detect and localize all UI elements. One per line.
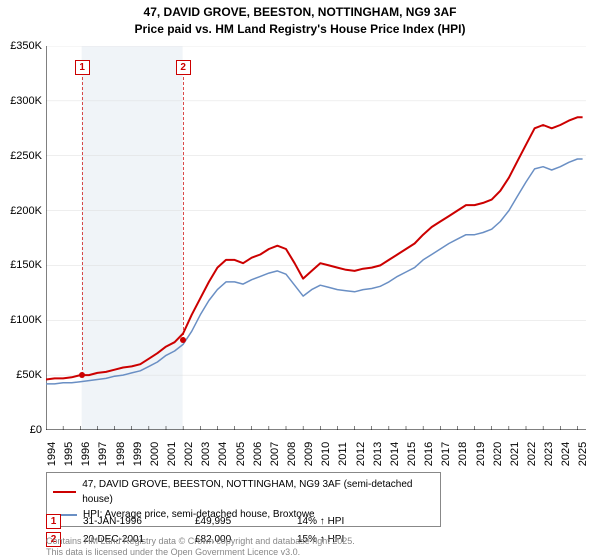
sales-row-date: 31-JAN-1996: [83, 516, 173, 527]
x-tick-label: 2021: [509, 442, 521, 466]
x-tick-label: 2018: [457, 442, 469, 466]
y-tick-label: £350K: [0, 40, 44, 52]
chart-title: 47, DAVID GROVE, BEESTON, NOTTINGHAM, NG…: [0, 0, 600, 38]
sale-marker-dot: [180, 337, 186, 343]
x-tick-label: 2022: [526, 442, 538, 466]
x-tick-label: 2024: [560, 442, 572, 466]
x-tick-label: 1997: [97, 442, 109, 466]
x-tick-label: 2011: [337, 442, 349, 466]
legend-swatch: [53, 491, 76, 493]
sales-row-marker: 1: [46, 514, 61, 529]
x-tick-label: 2023: [543, 442, 555, 466]
y-tick-label: £300K: [0, 95, 44, 107]
footer-line1: Contains HM Land Registry data © Crown c…: [46, 536, 355, 547]
x-tick-label: 1999: [132, 442, 144, 466]
x-tick-label: 1996: [80, 442, 92, 466]
x-tick-label: 2015: [406, 442, 418, 466]
sale-marker-vline: [82, 62, 83, 375]
x-tick-label: 2019: [475, 442, 487, 466]
sale-marker-vline: [183, 62, 184, 340]
y-tick-label: £50K: [0, 369, 44, 381]
chart-container: 47, DAVID GROVE, BEESTON, NOTTINGHAM, NG…: [0, 0, 600, 560]
sale-marker-box: 2: [176, 60, 191, 75]
x-tick-label: 2020: [492, 442, 504, 466]
y-tick-label: £250K: [0, 150, 44, 162]
x-tick-label: 2004: [217, 442, 229, 466]
x-tick-label: 2014: [389, 442, 401, 466]
sales-row-price: £49,995: [195, 516, 275, 527]
sales-row: 1 31-JAN-1996 £49,995 14% ↑ HPI: [46, 512, 377, 530]
x-tick-label: 2010: [320, 442, 332, 466]
x-tick-label: 1995: [63, 442, 75, 466]
x-tick-label: 1994: [46, 442, 58, 466]
footer: Contains HM Land Registry data © Crown c…: [46, 536, 355, 558]
y-tick-label: £100K: [0, 314, 44, 326]
x-tick-label: 2001: [166, 442, 178, 466]
y-tick-label: £200K: [0, 205, 44, 217]
sale-marker-box: 1: [75, 60, 90, 75]
x-tick-label: 2017: [440, 442, 452, 466]
x-tick-label: 2012: [355, 442, 367, 466]
x-tick-label: 2009: [303, 442, 315, 466]
chart-area: 1994199519961997199819992000200120022003…: [46, 46, 586, 430]
x-tick-label: 2003: [200, 442, 212, 466]
y-tick-label: £0: [0, 424, 44, 436]
x-tick-label: 2005: [235, 442, 247, 466]
x-tick-label: 1998: [115, 442, 127, 466]
x-tick-label: 2006: [252, 442, 264, 466]
title-line1: 47, DAVID GROVE, BEESTON, NOTTINGHAM, NG…: [0, 4, 600, 21]
x-tick-label: 2000: [149, 442, 161, 466]
x-tick-label: 2016: [423, 442, 435, 466]
sales-row-delta: 14% ↑ HPI: [297, 516, 377, 527]
x-tick-label: 2013: [372, 442, 384, 466]
y-tick-label: £150K: [0, 259, 44, 271]
sale-marker-dot: [79, 372, 85, 378]
x-tick-label: 2025: [577, 442, 589, 466]
footer-line2: This data is licensed under the Open Gov…: [46, 547, 355, 558]
x-tick-label: 2007: [269, 442, 281, 466]
x-tick-label: 2008: [286, 442, 298, 466]
legend-row: 47, DAVID GROVE, BEESTON, NOTTINGHAM, NG…: [53, 477, 434, 507]
title-line2: Price paid vs. HM Land Registry's House …: [0, 21, 600, 38]
chart-svg: [46, 46, 586, 430]
x-tick-label: 2002: [183, 442, 195, 466]
legend-label: 47, DAVID GROVE, BEESTON, NOTTINGHAM, NG…: [82, 477, 434, 507]
